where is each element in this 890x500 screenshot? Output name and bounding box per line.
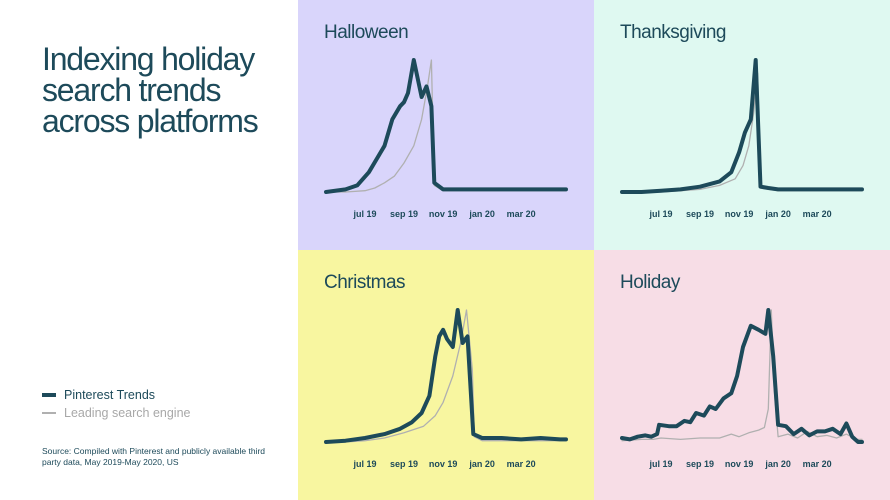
chart-title-christmas: Christmas [324, 272, 406, 293]
thanksgiving-leading-search-engine-line [621, 72, 863, 193]
legend-item-pinterest: Pinterest Trends [42, 386, 191, 404]
chart-svg-halloween: jul 19 sep 19 nov 19 jan 20 mar 20 [324, 58, 568, 219]
holiday-x-tick-jul-19: jul 19 [648, 459, 672, 469]
thanksgiving-x-tick-nov-19: nov 19 [725, 209, 754, 219]
holiday-x-tick-mar-20: mar 20 [803, 459, 832, 469]
legend-swatch-pinterest [42, 393, 56, 397]
halloween-pinterest-trends-line [324, 58, 568, 194]
chart-svg-holiday: jul 19 sep 19 nov 19 jan 20 mar 20 [620, 308, 864, 469]
christmas-x-tick-mar-20: mar 20 [507, 459, 536, 469]
chart-panel-christmas: Christmas jul 19 sep 19 nov 19 jan 20 mar 20 [298, 250, 594, 500]
holiday-pinterest-trends-line [620, 308, 864, 444]
thanksgiving-pinterest-trends-line [620, 58, 864, 194]
legend: Pinterest Trends Leading search engine [42, 386, 191, 422]
left-pane: Indexing holiday search trends across pl… [0, 0, 298, 500]
page-title: Indexing holiday search trends across pl… [42, 41, 259, 139]
christmas-x-tick-jan-20: jan 20 [468, 459, 495, 469]
christmas-pinterest-trends-line [324, 308, 568, 444]
legend-label-pinterest: Pinterest Trends [64, 388, 156, 402]
chart-panel-thanksgiving: Thanksgiving jul 19 sep 19 nov 19 jan 20 mar… [594, 0, 890, 250]
thanksgiving-x-tick-jan-20: jan 20 [764, 209, 791, 219]
holiday-leading-search-engine-line [621, 309, 863, 442]
source-note: Source: Compiled with Pinterest and publ… [42, 446, 266, 467]
halloween-x-tick-jul-19: jul 19 [352, 209, 376, 219]
halloween-x-tick-sep-19: sep 19 [390, 209, 418, 219]
chart-title-thanksgiving: Thanksgiving [620, 22, 726, 43]
christmas-x-tick-jul-19: jul 19 [352, 459, 376, 469]
legend-swatch-search-engine [42, 412, 56, 414]
thanksgiving-x-tick-jul-19: jul 19 [648, 209, 672, 219]
halloween-x-tick-nov-19: nov 19 [429, 209, 458, 219]
holiday-x-tick-jan-20: jan 20 [764, 459, 791, 469]
chart-panel-halloween: Halloween jul 19 sep 19 nov 19 jan 20 mar 20 [298, 0, 594, 250]
halloween-leading-search-engine-line [325, 59, 567, 193]
christmas-x-tick-sep-19: sep 19 [390, 459, 418, 469]
thanksgiving-x-tick-mar-20: mar 20 [803, 209, 832, 219]
thanksgiving-x-tick-sep-19: sep 19 [686, 209, 714, 219]
holiday-x-tick-nov-19: nov 19 [725, 459, 754, 469]
christmas-leading-search-engine-line [325, 309, 567, 443]
legend-item-search-engine: Leading search engine [42, 404, 191, 422]
chart-title-holiday: Holiday [620, 272, 680, 293]
chart-svg-thanksgiving: jul 19 sep 19 nov 19 jan 20 mar 20 [620, 58, 864, 219]
chart-svg-christmas: jul 19 sep 19 nov 19 jan 20 mar 20 [324, 308, 568, 469]
holiday-x-tick-sep-19: sep 19 [686, 459, 714, 469]
chart-panel-holiday: Holiday jul 19 sep 19 nov 19 jan 20 mar 20 [594, 250, 890, 500]
christmas-x-tick-nov-19: nov 19 [429, 459, 458, 469]
halloween-x-tick-jan-20: jan 20 [468, 209, 495, 219]
chart-title-halloween: Halloween [324, 22, 409, 43]
halloween-x-tick-mar-20: mar 20 [507, 209, 536, 219]
legend-label-search-engine: Leading search engine [64, 406, 191, 420]
